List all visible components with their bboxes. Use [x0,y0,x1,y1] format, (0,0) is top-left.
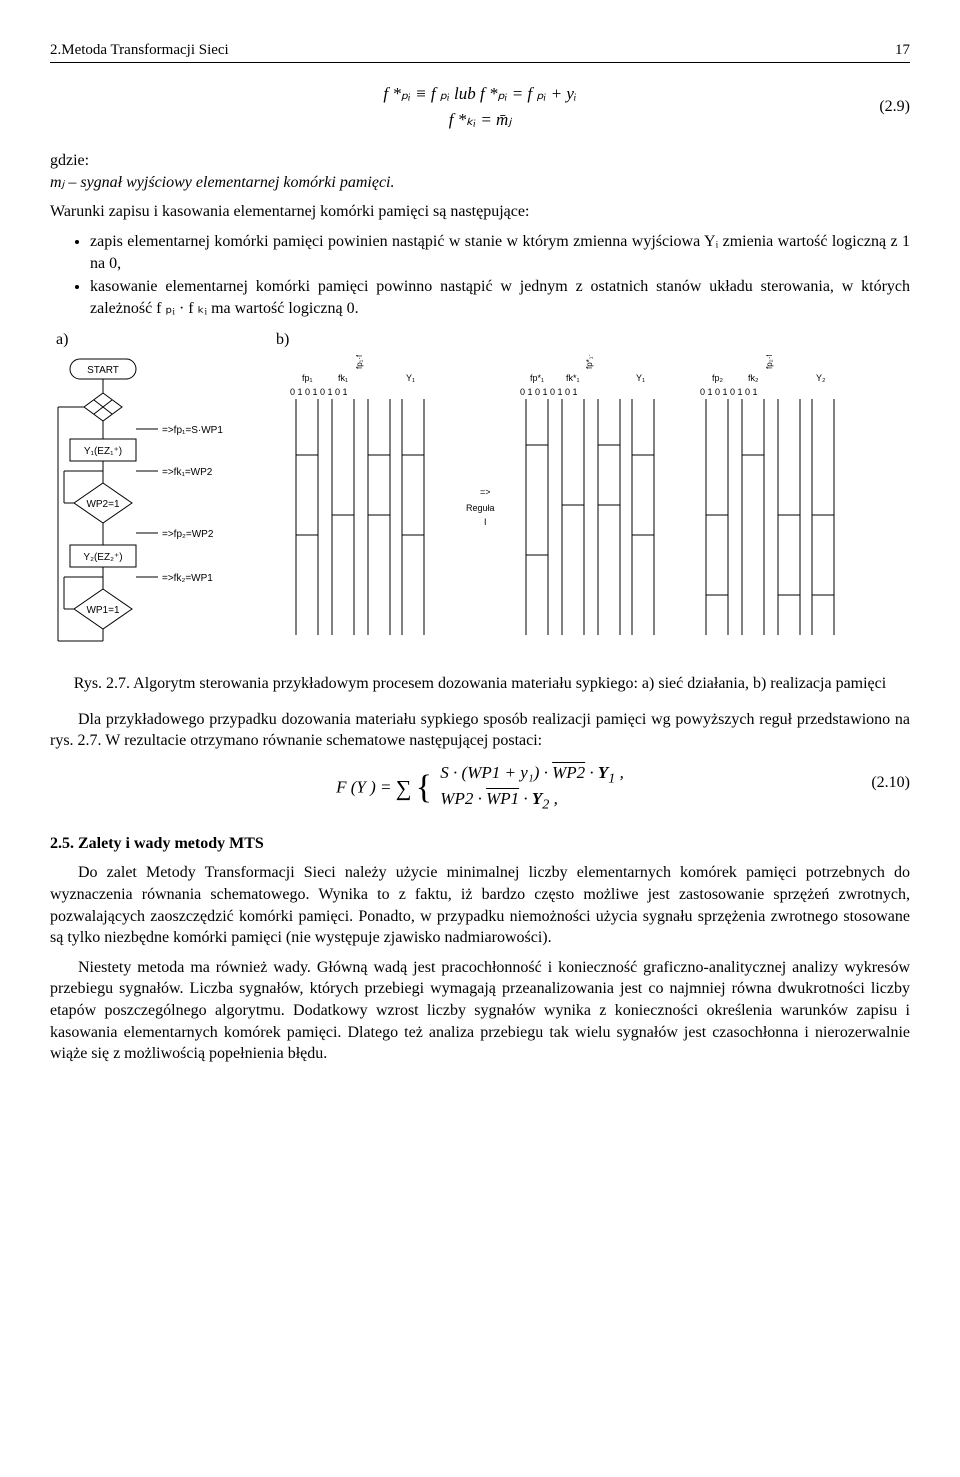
eq29-number: (2.9) [879,96,910,118]
svg-text:fp*₁: fp*₁ [530,373,544,383]
svg-text:fk₁: fk₁ [338,373,348,383]
svg-text:fk*₁: fk*₁ [566,373,580,383]
eq29-line1: f *ₚᵢ ≡ f ₚᵢ lub f *ₚᵢ = f ₚᵢ + yᵢ [383,81,576,107]
eq210-number: (2.10) [871,772,910,794]
label-a: a) [50,329,276,351]
flowchart-a: START Y₁(EZ₁⁺) WP2=1 Y₂(EZ₂⁺) [50,355,260,655]
svg-text:WP2=1: WP2=1 [86,499,120,510]
section-2-5-title: 2.5. Zalety i wady metody MTS [50,833,910,855]
svg-text:fp₂: fp₂ [712,373,724,383]
warunki-para: Warunki zapisu i kasowania elementarnej … [50,201,910,223]
running-head: 2.Metoda Transformacji Sieci 17 [50,40,910,63]
para-dla: Dla przykładowego przypadku dozowania ma… [50,709,910,752]
equation-2-9: f *ₚᵢ ≡ f ₚᵢ lub f *ₚᵢ = f ₚᵢ + yᵢ f *ₖᵢ… [50,81,910,132]
eq29-line2: f *ₖᵢ = m̄ⱼ [383,107,576,133]
svg-text:Reguła: Reguła [466,503,495,513]
svg-text:WP1=1: WP1=1 [86,605,120,616]
svg-text:0 1 0 1 0 1 0 1: 0 1 0 1 0 1 0 1 [700,387,758,397]
figure-caption: Rys. 2.7. Algorytm sterowania przykładow… [50,673,910,695]
svg-text:START: START [87,365,119,376]
bullet-1: zapis elementarnej komórki pamięci powin… [90,231,910,274]
svg-text:Y₁: Y₁ [636,373,645,383]
wady-para: Niestety metoda ma również wady. Główną … [50,957,910,1065]
zalety-para: Do zalet Metody Transformacji Sieci nale… [50,862,910,948]
gdzie-text-inner: mⱼ – sygnał wyjściowy elementarnej komór… [50,174,395,191]
section-name: 2.Metoda Transformacji Sieci [50,40,229,60]
label-b: b) [276,329,289,351]
svg-text:0 1 0 1 0 1 0 1: 0 1 0 1 0 1 0 1 [290,387,348,397]
timing-diagram-b: fp₁ fk₁ fp₁·fk₁ Y₁ 0 1 0 1 0 1 0 1 [280,355,890,655]
svg-text:Y₂: Y₂ [816,373,826,383]
svg-text:Y₁(EZ₁⁺): Y₁(EZ₁⁺) [84,446,122,457]
svg-text:=>: => [480,487,491,497]
svg-text:fp₂·fk₂: fp₂·fk₂ [765,355,774,369]
svg-text:=>fp₂=WP2: =>fp₂=WP2 [162,529,214,540]
figure-2-7: START Y₁(EZ₁⁺) WP2=1 Y₂(EZ₂⁺) [50,355,910,655]
equation-2-10: F (Y ) = ∑ { S · (WP1 + y₁) · WP2 · Y1 ,… [50,762,910,815]
gdzie-text: mⱼ – sygnał wyjściowy elementarnej komór… [50,172,910,194]
svg-text:=>fk₁=WP2: =>fk₁=WP2 [162,467,213,478]
bullet-2: kasowanie elementarnej komórki pamięci p… [90,276,910,319]
svg-text:I: I [484,517,487,527]
svg-text:0 1 0 1 0 1 0 1: 0 1 0 1 0 1 0 1 [520,387,578,397]
ab-labels: a) b) [50,329,910,351]
svg-text:=>fp₁=S·WP1: =>fp₁=S·WP1 [162,425,223,436]
sigma-icon: ∑ [396,775,412,800]
svg-text:Y₁: Y₁ [406,373,415,383]
svg-text:fp₁: fp₁ [302,373,313,383]
eq210-lhs: F (Y ) = [336,777,396,796]
svg-text:=>fk₂=WP1: =>fk₂=WP1 [162,573,213,584]
svg-text:fp₁·fk₁: fp₁·fk₁ [355,355,364,369]
svg-text:Y₂(EZ₂⁺): Y₂(EZ₂⁺) [83,552,122,563]
gdzie-label: gdzie: [50,150,910,172]
warunki-list: zapis elementarnej komórki pamięci powin… [90,231,910,319]
svg-text:fk₂: fk₂ [748,373,759,383]
page-number: 17 [895,40,910,60]
svg-text:fp*₁·fk*₁: fp*₁·fk*₁ [585,355,594,369]
brace-icon: { [416,769,436,806]
